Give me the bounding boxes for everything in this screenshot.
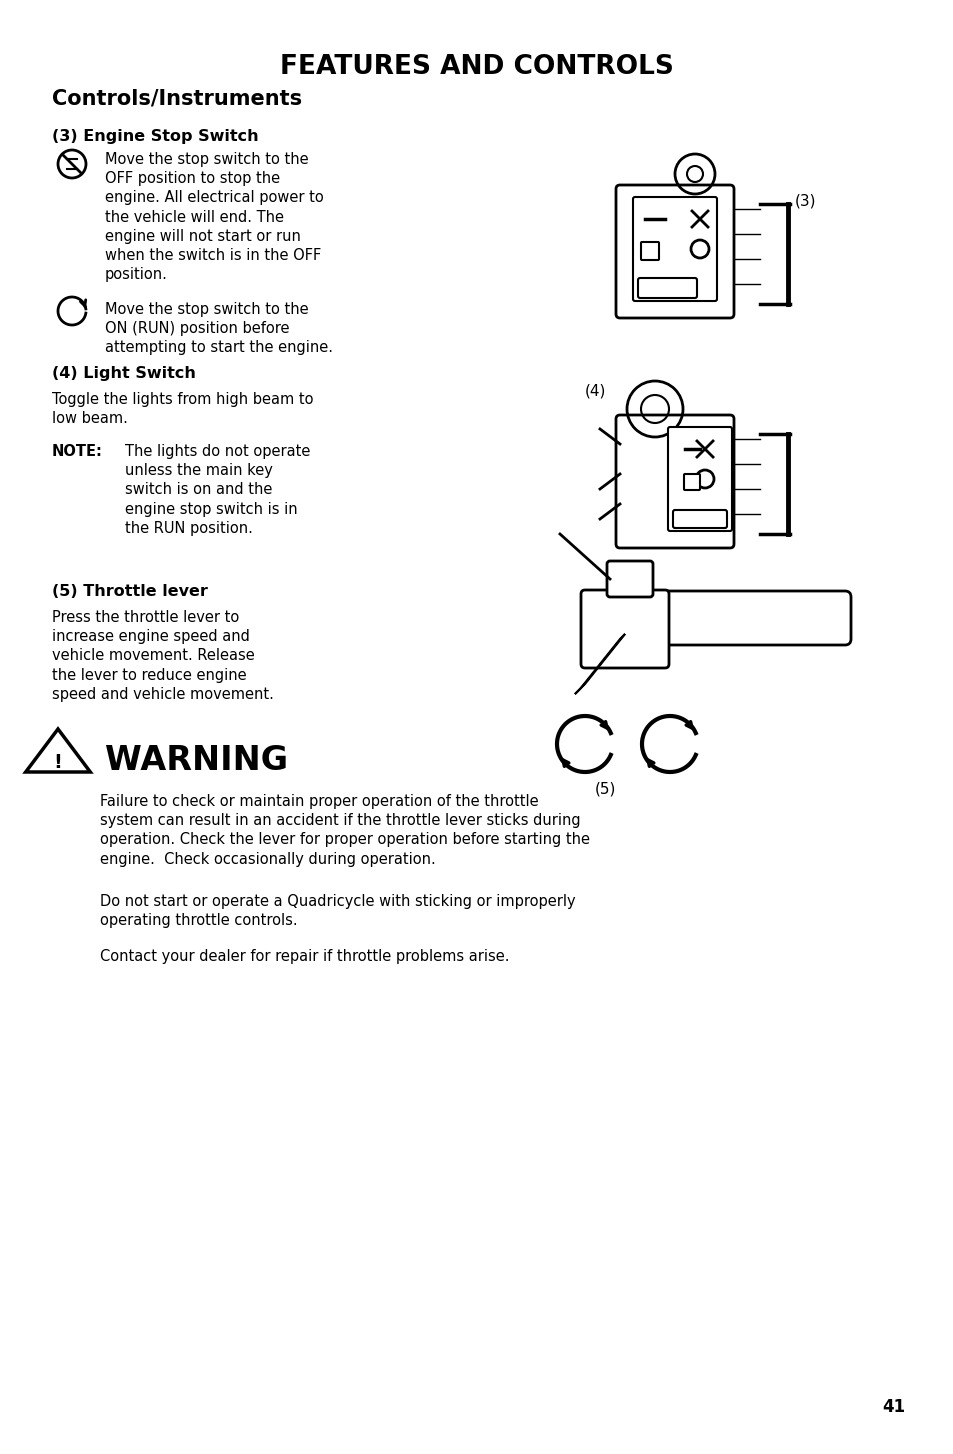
Text: (5): (5) xyxy=(595,782,616,797)
Text: Do not start or operate a Quadricycle with sticking or improperly
operating thro: Do not start or operate a Quadricycle wi… xyxy=(100,894,575,928)
Text: Press the throttle lever to
increase engine speed and
vehicle movement. Release
: Press the throttle lever to increase eng… xyxy=(52,611,274,702)
FancyBboxPatch shape xyxy=(672,510,726,528)
Text: NOTE:: NOTE: xyxy=(52,443,103,459)
FancyBboxPatch shape xyxy=(606,561,652,598)
Text: Toggle the lights from high beam to
low beam.: Toggle the lights from high beam to low … xyxy=(52,393,314,426)
Text: Contact your dealer for repair if throttle problems arise.: Contact your dealer for repair if thrott… xyxy=(100,949,509,964)
FancyBboxPatch shape xyxy=(633,196,717,301)
FancyBboxPatch shape xyxy=(654,590,850,646)
FancyBboxPatch shape xyxy=(638,278,697,298)
Polygon shape xyxy=(575,634,624,694)
FancyBboxPatch shape xyxy=(640,241,659,260)
Polygon shape xyxy=(26,728,91,772)
FancyBboxPatch shape xyxy=(667,427,731,531)
Text: The lights do not operate
unless the main key
switch is on and the
engine stop s: The lights do not operate unless the mai… xyxy=(125,443,310,537)
Text: (3) Engine Stop Switch: (3) Engine Stop Switch xyxy=(52,129,258,144)
Text: Failure to check or maintain proper operation of the throttle
system can result : Failure to check or maintain proper oper… xyxy=(100,794,589,867)
FancyBboxPatch shape xyxy=(580,590,668,667)
FancyBboxPatch shape xyxy=(616,185,733,318)
Text: Move the stop switch to the
ON (RUN) position before
attempting to start the eng: Move the stop switch to the ON (RUN) pos… xyxy=(105,302,333,355)
FancyBboxPatch shape xyxy=(683,474,700,490)
Text: FEATURES AND CONTROLS: FEATURES AND CONTROLS xyxy=(280,54,673,80)
Text: !: ! xyxy=(53,753,62,772)
Text: WARNING: WARNING xyxy=(105,744,288,776)
Text: (5) Throttle lever: (5) Throttle lever xyxy=(52,585,208,599)
Text: (4) Light Switch: (4) Light Switch xyxy=(52,366,195,381)
Text: Move the stop switch to the
OFF position to stop the
engine. All electrical powe: Move the stop switch to the OFF position… xyxy=(105,153,323,282)
Text: (3): (3) xyxy=(794,193,816,209)
FancyBboxPatch shape xyxy=(616,414,733,548)
Text: 41: 41 xyxy=(881,1397,904,1416)
Text: Controls/Instruments: Controls/Instruments xyxy=(52,89,302,109)
Text: (4): (4) xyxy=(584,384,606,398)
